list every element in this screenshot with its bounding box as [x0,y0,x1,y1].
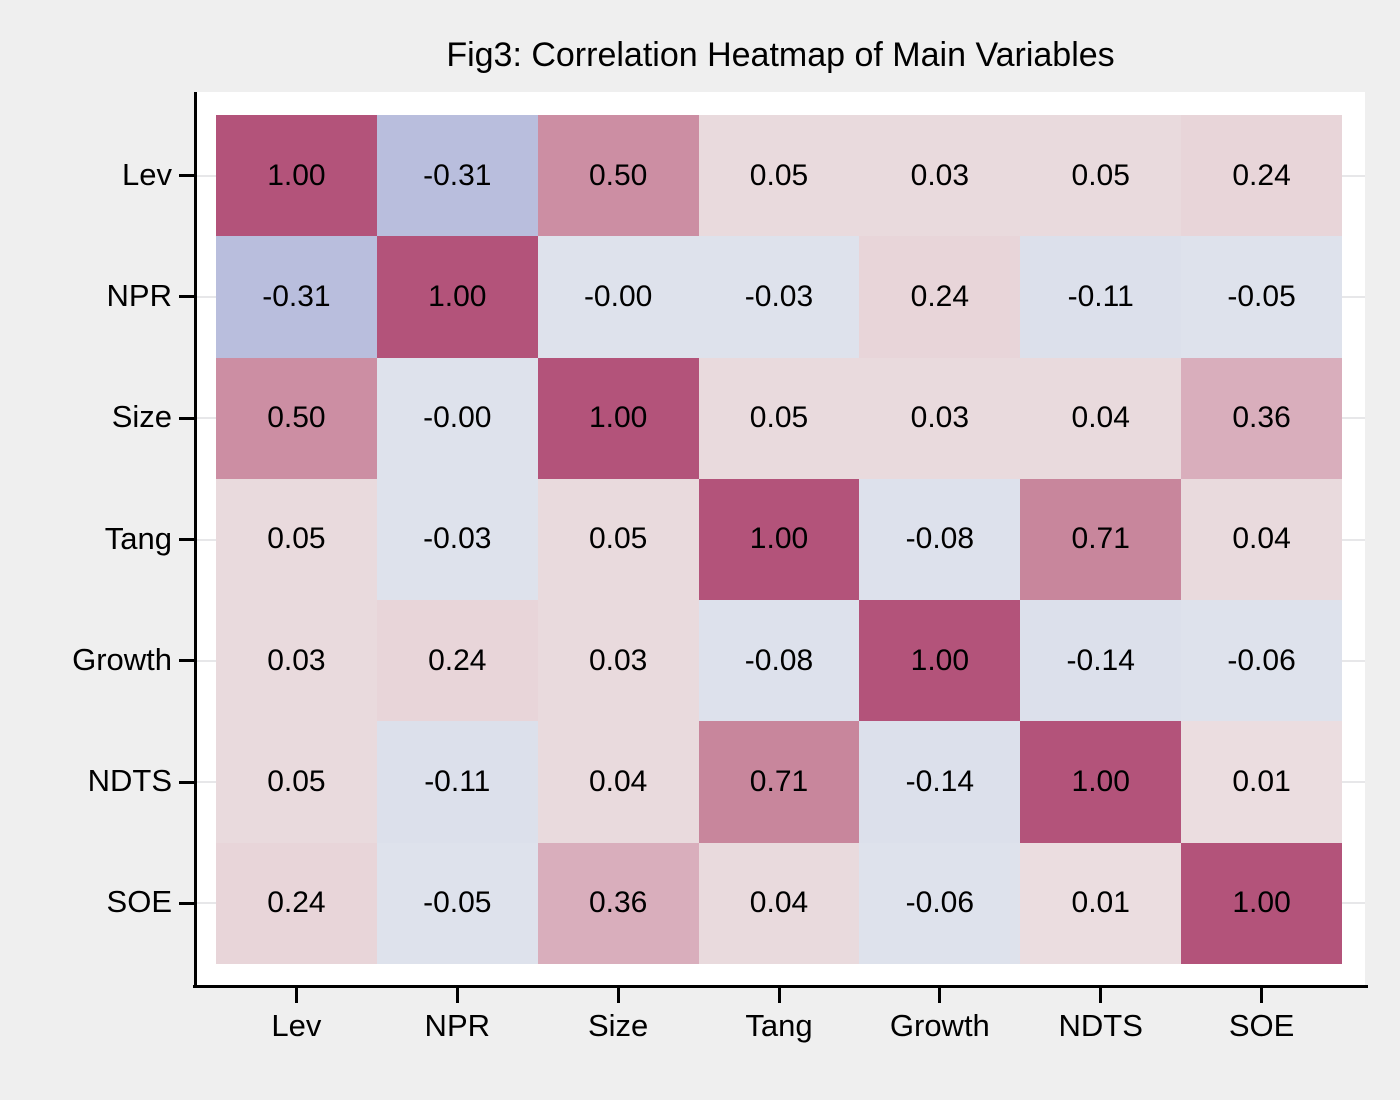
x-tick-label: Lev [271,1008,322,1043]
heatmap-cell: 0.24 [1181,115,1342,237]
heatmap-cell: 1.00 [1020,721,1182,843]
y-tick-mark [179,901,195,905]
heatmap-cell: 0.36 [1181,357,1342,479]
heatmap-cell: -0.05 [1181,236,1342,358]
heatmap-cell: 0.36 [537,842,699,964]
heatmap-cell: 0.03 [537,600,699,722]
heatmap-cell: -0.08 [698,600,860,722]
y-tick-label: Size [111,399,172,435]
heatmap-cell: 0.50 [537,115,699,237]
heatmap-cell: 0.04 [698,842,860,964]
x-tick-label: NPR [424,1008,491,1043]
y-tick-mark [179,416,195,420]
y-tick-label: Lev [122,156,172,192]
heatmap-cell: 0.05 [1020,115,1182,237]
y-tick-label: Tang [104,520,172,556]
heatmap-cell: -0.31 [216,236,377,358]
heatmap-cell: 1.00 [859,600,1021,722]
heatmap-grid: 1.00 -0.31 0.50 0.05 0.03 0.05 0.24 -0.31 1.00 -0… [216,115,1342,964]
heatmap-cell: 0.71 [698,721,860,843]
heatmap-cell: 1.00 [698,478,860,601]
x-tick-mark [1260,988,1264,1003]
x-tick-mark [777,988,781,1003]
x-tick-mark [616,988,620,1003]
heatmap-cell: 0.24 [216,842,377,964]
heatmap-cell: 0.03 [859,357,1021,479]
heatmap-cell: 1.00 [537,357,699,479]
heatmap-cell: 0.04 [1020,357,1182,479]
chart-title: Fig3: Correlation Heatmap of Main Variab… [446,36,1115,74]
heatmap-cell: -0.00 [376,357,538,479]
heatmap-cell: -0.03 [698,236,860,358]
x-axis-line [193,985,1368,988]
x-tick-label: SOE [1228,1008,1295,1043]
heatmap-cell: -0.05 [376,842,538,964]
x-tick-label: Tang [745,1008,813,1043]
x-tick-mark [1099,988,1103,1003]
y-tick-mark [179,780,195,784]
y-axis-line [194,92,197,988]
x-tick-label: NDTS [1058,1008,1143,1043]
heatmap-cell: 0.50 [216,357,377,479]
heatmap-cell: 0.03 [216,600,377,722]
heatmap-cell: -0.08 [859,478,1021,601]
heatmap-cell: 0.24 [376,600,538,722]
y-tick-mark [179,538,195,541]
heatmap-cell: 0.05 [537,478,699,601]
heatmap-cell: 1.00 [216,115,377,237]
heatmap-cell: 0.01 [1020,842,1182,964]
heatmap-cell: 0.05 [698,357,860,479]
heatmap-cell: 0.03 [859,115,1021,237]
y-tick-mark [179,174,195,178]
heatmap-cell: 0.05 [216,721,377,843]
x-tick-label: Size [587,1008,649,1043]
heatmap-cell: 1.00 [1181,842,1342,964]
y-tick-label: NDTS [87,763,172,799]
heatmap-cell: -0.14 [859,721,1021,843]
y-tick-mark [179,659,195,663]
heatmap-cell: 0.04 [537,721,699,843]
y-tick-label: Growth [72,641,172,677]
heatmap-cell: 0.01 [1181,721,1342,843]
x-tick-mark [455,988,459,1003]
heatmap-cell: 0.05 [698,115,860,237]
heatmap-cell: 0.24 [859,236,1021,358]
heatmap-cell: 0.04 [1181,478,1342,601]
x-tick-mark [294,988,298,1003]
heatmap-cell: 0.05 [216,478,377,601]
heatmap-cell: -0.03 [376,478,538,601]
y-tick-label: NPR [106,277,172,313]
x-tick-label: Growth [889,1008,990,1043]
y-tick-mark [179,295,195,299]
heatmap-cell: -0.14 [1020,600,1182,722]
heatmap-cell: 0.71 [1020,478,1182,601]
x-tick-mark [938,988,942,1003]
heatmap-cell: -0.11 [1020,236,1182,358]
plot-area: 1.00 -0.31 0.50 0.05 0.03 0.05 0.24 -0.31 1.00 -0… [196,92,1365,985]
y-tick-label: SOE [106,884,172,920]
heatmap-cell: -0.11 [376,721,538,843]
heatmap-cell: -0.06 [859,842,1021,964]
heatmap-cell: -0.00 [537,236,699,358]
heatmap-cell: -0.31 [376,115,538,237]
heatmap-cell: 1.00 [376,236,538,358]
heatmap-cell: -0.06 [1181,600,1342,722]
